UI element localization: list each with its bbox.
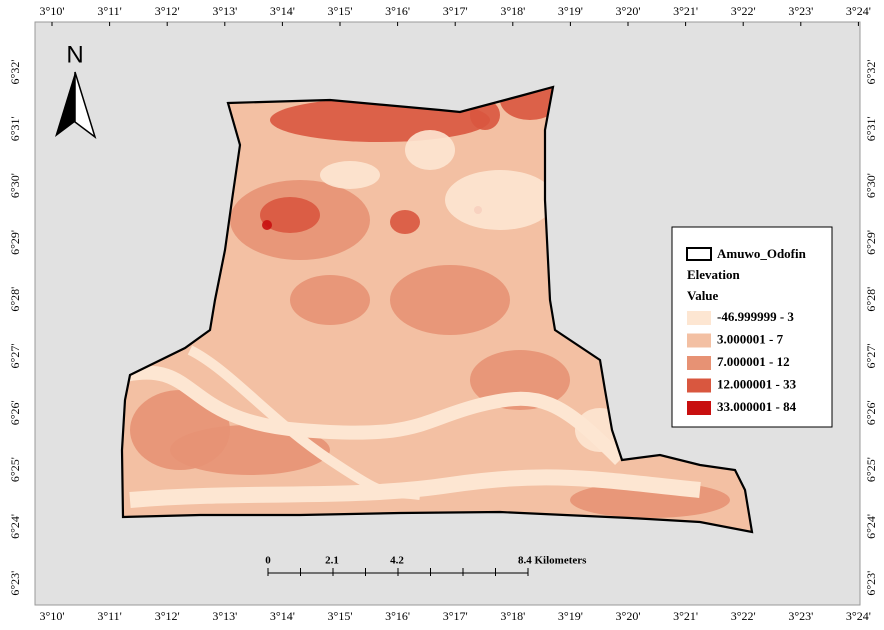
lon-label-top: 3°11' [97, 4, 122, 18]
lat-label-right: 6°29' [864, 230, 878, 255]
lat-label-left: 6°25' [8, 457, 22, 482]
lon-label-bottom: 3°12' [155, 609, 180, 623]
lon-label-bottom: 3°20' [616, 609, 641, 623]
elevation-patch [390, 210, 420, 234]
elevation-patch [405, 130, 455, 170]
lon-label-bottom: 3°17' [443, 609, 468, 623]
river [123, 365, 625, 465]
lon-label-top: 3°10' [40, 4, 65, 18]
lon-label-top: 3°17' [443, 4, 468, 18]
lon-label-bottom: 3°14' [270, 609, 295, 623]
legend-swatch [687, 401, 711, 415]
lon-label-bottom: 3°23' [788, 609, 813, 623]
lat-label-left: 6°26' [8, 400, 22, 425]
river [129, 469, 701, 508]
legend: Amuwo_Odofin Elevation Value -46.999999 … [671, 226, 833, 428]
lat-label-left: 6°31' [8, 116, 22, 141]
lat-label-left: 6°24' [8, 514, 22, 539]
lat-label-left: 6°27' [8, 344, 22, 369]
elevation-patch [262, 220, 272, 230]
scale-label: 8.4 Kilometers [518, 555, 587, 567]
lat-label-left: 6°32' [8, 60, 22, 85]
lon-label-top: 3°22' [731, 4, 756, 18]
legend-label: 12.000001 - 33 [717, 376, 797, 391]
lat-label-left: 6°29' [8, 230, 22, 255]
lat-label-right: 6°23' [864, 571, 878, 596]
legend-swatch [687, 311, 711, 325]
lat-label-right: 6°31' [864, 116, 878, 141]
scale-label: 0 [265, 555, 271, 567]
river [187, 345, 421, 500]
legend-label: 33.000001 - 84 [717, 399, 797, 414]
legend-label: 3.000001 - 7 [717, 331, 784, 346]
lat-label-right: 6°30' [864, 173, 878, 198]
elevation-patch [130, 390, 230, 470]
lat-label-right: 6°24' [864, 514, 878, 539]
lon-label-bottom: 3°10' [40, 609, 65, 623]
lat-label-right: 6°25' [864, 457, 878, 482]
lon-label-bottom: 3°19' [558, 609, 583, 623]
lon-label-top: 3°16' [385, 4, 410, 18]
scale-bar: 0 2.1 4.2 8.4 Kilometers [265, 555, 587, 576]
lon-label-top: 3°19' [558, 4, 583, 18]
legend-label: 7.000001 - 12 [717, 354, 790, 369]
lon-label-top: 3°21' [673, 4, 698, 18]
lat-label-left: 6°30' [8, 173, 22, 198]
lon-label-top: 3°23' [788, 4, 813, 18]
legend-title: Elevation [687, 267, 740, 282]
legend-subtitle: Value [687, 288, 719, 303]
lat-label-right: 6°28' [864, 287, 878, 312]
lat-label-left: 6°23' [8, 571, 22, 596]
elevation-patch [260, 197, 320, 233]
lon-label-bottom: 3°21' [673, 609, 698, 623]
lon-label-top: 3°13' [212, 4, 237, 18]
lon-label-top: 3°20' [616, 4, 641, 18]
boundary-swatch [686, 247, 712, 261]
scale-label: 4.2 [390, 555, 404, 567]
lon-label-bottom: 3°13' [212, 609, 237, 623]
lat-label-right: 6°26' [864, 400, 878, 425]
elevation-patch [445, 170, 555, 230]
scale-label: 2.1 [325, 555, 339, 567]
elevation-patch [290, 275, 370, 325]
lon-label-top: 3°14' [270, 4, 295, 18]
lat-label-right: 6°32' [864, 60, 878, 85]
lat-label-left: 6°28' [8, 287, 22, 312]
north-label: N [66, 41, 83, 68]
lon-label-bottom: 3°11' [97, 609, 122, 623]
lon-label-bottom: 3°22' [731, 609, 756, 623]
lon-label-bottom: 3°16' [385, 609, 410, 623]
legend-boundary: Amuwo_Odofin [717, 246, 807, 261]
lon-label-top: 3°24' [846, 4, 871, 18]
lon-label-top: 3°12' [155, 4, 180, 18]
boundary [120, 85, 754, 534]
legend-swatch [687, 356, 711, 370]
lon-label-top: 3°18' [500, 4, 525, 18]
legend-swatch [687, 333, 711, 348]
elevation-patch [390, 265, 510, 335]
lon-label-bottom: 3°18' [500, 609, 525, 623]
north-arrow: N [55, 41, 97, 139]
legend-swatch [687, 378, 711, 393]
lon-label-top: 3°15' [328, 4, 353, 18]
lon-label-bottom: 3°24' [846, 609, 871, 623]
lat-label-right: 6°27' [864, 344, 878, 369]
lon-label-bottom: 3°15' [328, 609, 353, 623]
elevation-patch [320, 161, 380, 189]
legend-label: -46.999999 - 3 [717, 309, 794, 324]
